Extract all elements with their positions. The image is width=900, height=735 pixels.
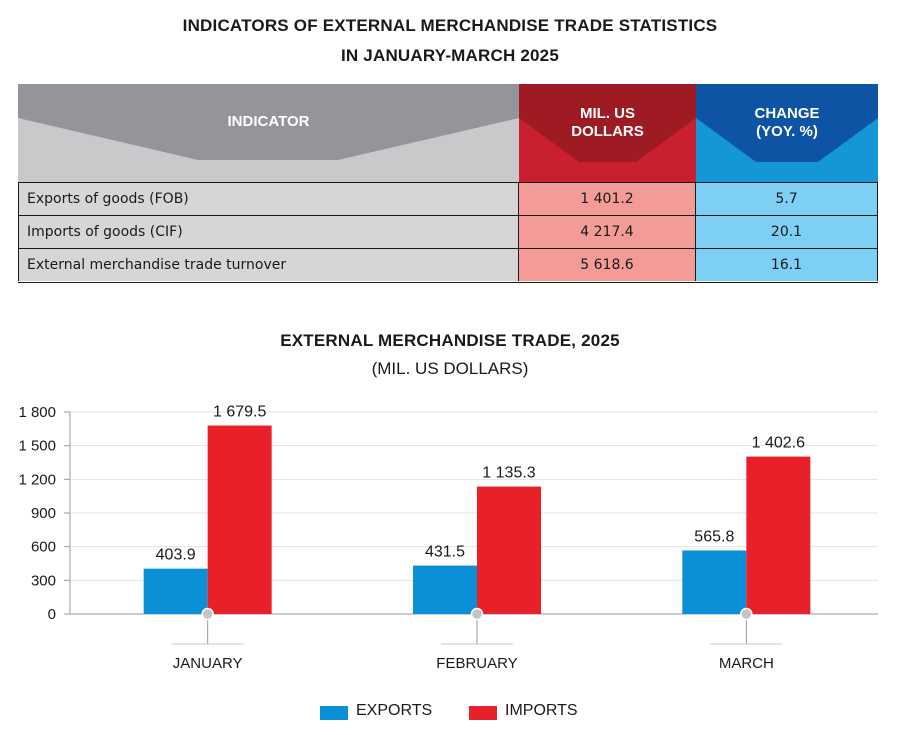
row-change-value: 16.1: [696, 248, 878, 281]
header-indicator-shape: [18, 84, 519, 182]
row-usd-value: 5 618.6: [519, 248, 696, 281]
data-label: 431.5: [425, 544, 465, 561]
y-tick-label: 900: [31, 505, 56, 522]
table-row: External merchandise trade turnover 5 61…: [18, 248, 878, 282]
y-tick-label: 1 800: [18, 404, 56, 421]
category-marker: [201, 607, 214, 621]
category-marker: [470, 607, 484, 621]
legend-exports-swatch: [320, 706, 348, 720]
row-usd-value: 1 401.2: [519, 182, 696, 215]
header-indicator-label: INDICATOR: [227, 113, 310, 130]
table-title-line1: INDICATORS OF EXTERNAL MERCHANDISE TRADE…: [182, 16, 718, 35]
header-usd-label: MIL. US DOLLARS: [519, 105, 696, 141]
table-title-line2: IN JANUARY-MARCH 2025: [340, 46, 559, 65]
row-change-value: 5.7: [696, 182, 878, 215]
header-change-line1: CHANGE: [754, 105, 820, 122]
row-change-value: 20.1: [696, 215, 878, 248]
table-row: Imports of goods (CIF) 4 217.4 20.1: [18, 215, 878, 249]
table-bottom-border: [18, 282, 878, 283]
header-indicator: INDICATOR: [18, 84, 519, 182]
y-tick-label: 1 200: [18, 471, 56, 488]
x-tick-label: FEBRUARY: [436, 655, 517, 672]
legend-imports-label: IMPORTS: [505, 702, 578, 719]
bar-exports-march: [682, 550, 747, 614]
y-tick-label: 300: [31, 572, 56, 589]
bar-imports-february: [477, 486, 541, 614]
header-usd: MIL. US DOLLARS: [519, 84, 696, 182]
bar-exports-february: [413, 565, 477, 614]
row-indicator: External merchandise trade turnover: [18, 248, 519, 281]
chart-title: EXTERNAL MERCHANDISE TRADE, 2025: [280, 331, 620, 350]
bar-chart: 0 300 600 900 1 200 1 500 1 800 403.9 1 679.5 JAN…: [18, 404, 878, 672]
y-tick-label: 1 500: [18, 438, 56, 455]
data-label: 1 679.5: [213, 404, 266, 421]
indicators-table: INDICATOR MIL. US DOLLARS CHANGE (YOY. %…: [18, 84, 878, 284]
legend-imports-swatch: [469, 706, 497, 720]
category-marker: [740, 607, 753, 621]
row-usd-value: 4 217.4: [519, 215, 696, 248]
data-label: 565.8: [694, 529, 734, 546]
row-indicator: Imports of goods (CIF): [18, 215, 519, 248]
bar-exports-january: [143, 568, 208, 614]
data-label: 403.9: [156, 547, 196, 564]
data-label: 1 135.3: [482, 465, 535, 482]
header-change-label: CHANGE (YOY. %): [696, 105, 878, 141]
legend-exports-label: EXPORTS: [356, 702, 433, 719]
bar-imports-march: [746, 456, 811, 614]
header-change-shape: [696, 84, 878, 182]
header-usd-line2: DOLLARS: [571, 123, 644, 140]
table-row: Exports of goods (FOB) 1 401.2 5.7: [18, 182, 878, 216]
y-tick-label: 0: [48, 606, 56, 623]
x-tick-label: JANUARY: [173, 655, 243, 672]
header-usd-shape: [519, 84, 696, 182]
data-label: 1 402.6: [752, 435, 805, 452]
header-usd-line1: MIL. US: [580, 105, 635, 122]
chart-subtitle: (MIL. US DOLLARS): [371, 359, 529, 378]
x-tick-label: MARCH: [719, 655, 774, 672]
bar-imports-january: [207, 425, 272, 614]
y-tick-label: 600: [31, 539, 56, 556]
row-indicator: Exports of goods (FOB): [18, 182, 519, 215]
header-change: CHANGE (YOY. %): [696, 84, 878, 182]
header-change-line2: (YOY. %): [756, 123, 818, 140]
